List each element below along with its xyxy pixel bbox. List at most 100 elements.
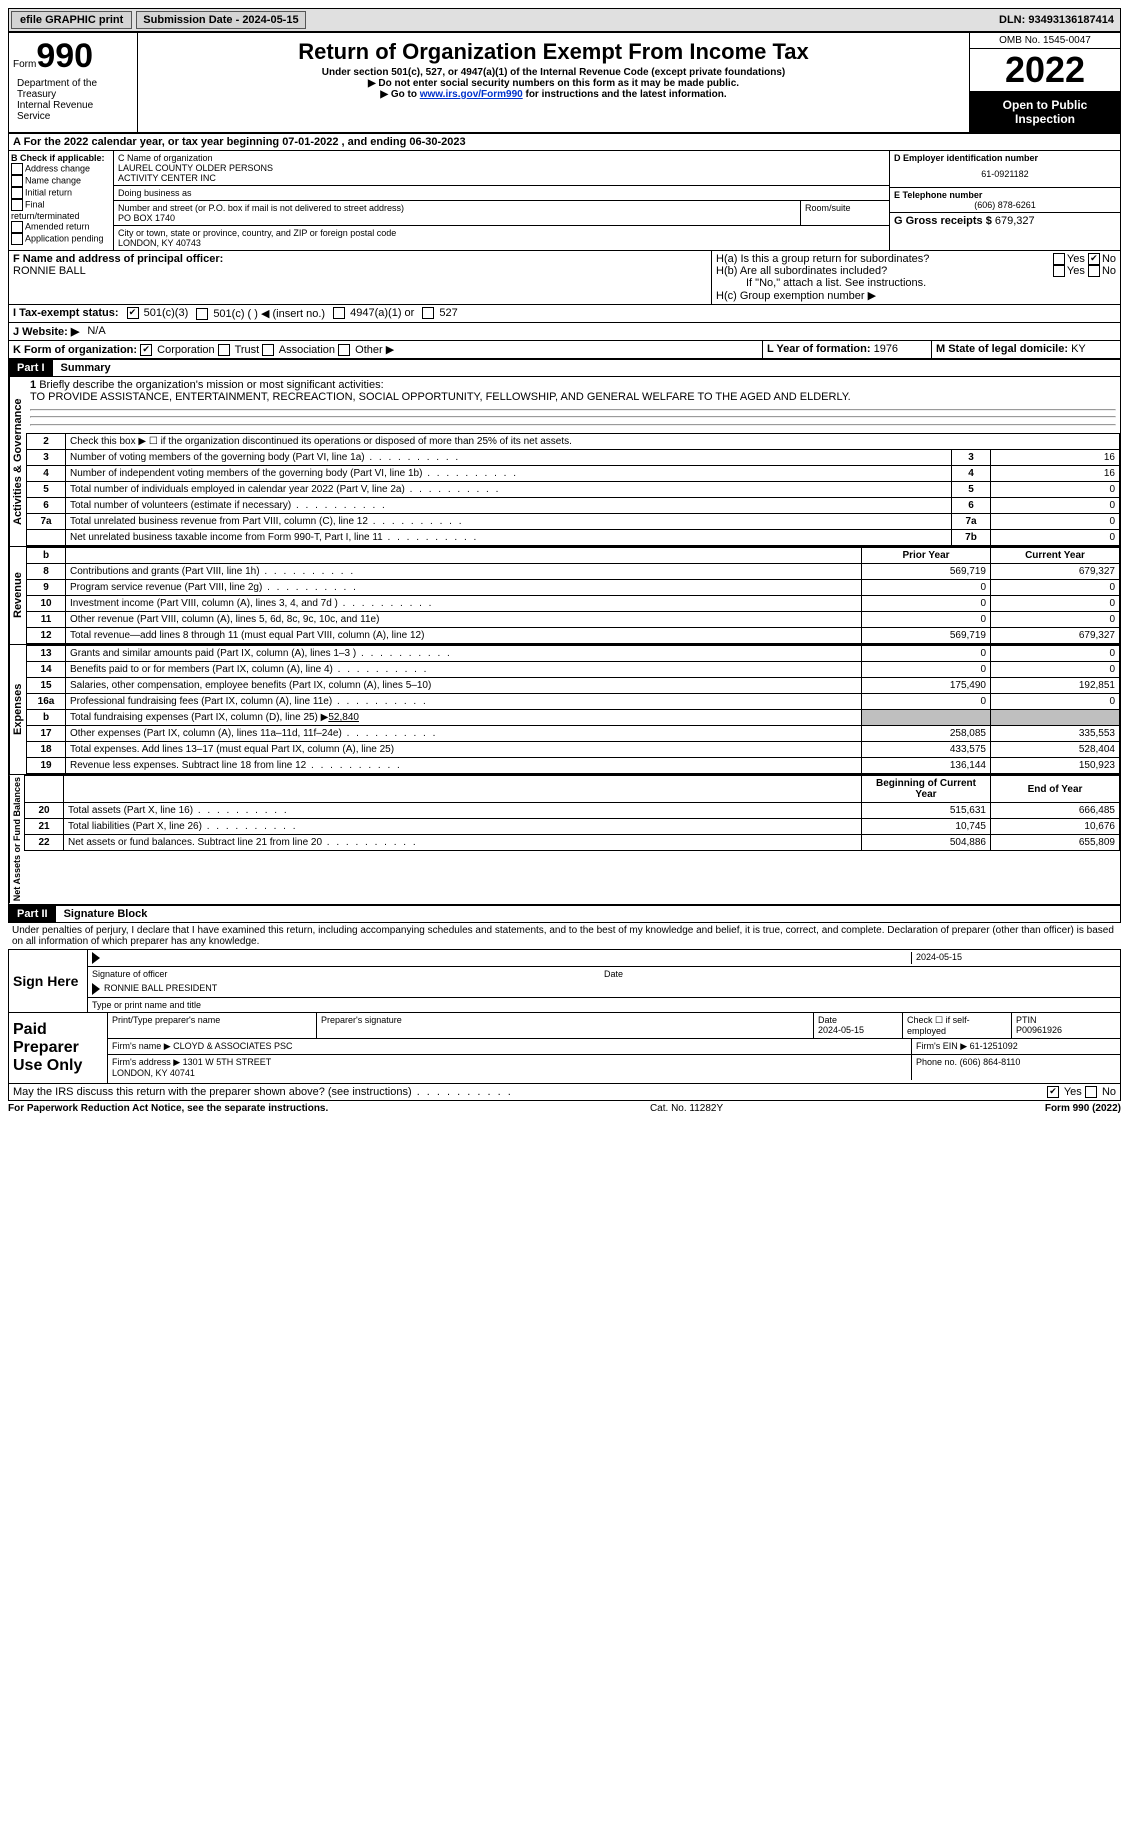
ha-yes[interactable]: Yes <box>1067 253 1085 265</box>
hb-no[interactable]: No <box>1102 265 1116 277</box>
date-label: Date <box>604 969 623 979</box>
revenue-table: bPrior YearCurrent Year 8Contributions a… <box>26 547 1120 644</box>
phone-value: (606) 878-6261 <box>894 200 1116 210</box>
website-line: ▶ Go to www.irs.gov/Form990 for instruct… <box>142 89 965 100</box>
part2-badge: Part II <box>9 906 56 922</box>
part2-header: Part II Signature Block <box>8 905 1121 923</box>
officer-value: RONNIE BALL <box>13 265 707 277</box>
part2-title: Signature Block <box>56 908 148 920</box>
gross-value: 679,327 <box>995 215 1035 227</box>
dln-number: DLN: 93493136187414 <box>999 14 1120 26</box>
section-a: A For the 2022 calendar year, or tax yea… <box>8 133 1121 151</box>
section-c-col: C Name of organization LAUREL COUNTY OLD… <box>114 151 1120 250</box>
expenses-section: Expenses 13Grants and similar amounts pa… <box>8 645 1121 775</box>
ein-label: D Employer identification number <box>894 153 1116 163</box>
form-title: Return of Organization Exempt From Incom… <box>142 39 965 65</box>
section-fh: F Name and address of principal officer:… <box>8 251 1121 305</box>
section-i: I Tax-exempt status: 501(c)(3) 501(c) ( … <box>8 305 1121 323</box>
cb-4947[interactable] <box>333 307 345 319</box>
dept-treasury: Department of the Treasury Internal Reve… <box>13 76 133 124</box>
officer-type-label: Type or print name and title <box>88 998 1120 1012</box>
cb-final[interactable]: Final return/terminated <box>11 199 111 221</box>
expenses-table: 13Grants and similar amounts paid (Part … <box>26 645 1120 774</box>
ein-value: 61-0921182 <box>894 163 1116 185</box>
cb-name[interactable]: Name change <box>11 175 111 187</box>
m-value: KY <box>1071 343 1086 355</box>
org-name-label: C Name of organization <box>118 153 885 163</box>
may-irs-no[interactable] <box>1085 1086 1097 1098</box>
street-value: PO BOX 1740 <box>118 213 796 223</box>
summary-table-ag: 2Check this box ▶ ☐ if the organization … <box>26 433 1120 546</box>
ptin-label: PTIN <box>1016 1015 1037 1025</box>
may-irs-text: May the IRS discuss this return with the… <box>13 1086 1047 1098</box>
side-expenses: Expenses <box>9 645 26 774</box>
cb-other[interactable] <box>338 344 350 356</box>
hb-yes[interactable]: Yes <box>1067 265 1085 277</box>
firm-phone: (606) 864-8110 <box>960 1057 1021 1067</box>
prep-name-label: Print/Type preparer's name <box>108 1013 317 1038</box>
page-footer: For Paperwork Reduction Act Notice, see … <box>8 1103 1121 1114</box>
q1-value: TO PROVIDE ASSISTANCE, ENTERTAINMENT, RE… <box>30 391 851 403</box>
sig-officer-label: Signature of officer <box>92 969 604 979</box>
firm-name: CLOYD & ASSOCIATES PSC <box>173 1041 292 1051</box>
org-name: LAUREL COUNTY OLDER PERSONS ACTIVITY CEN… <box>118 163 885 183</box>
section-klm: K Form of organization: Corporation Trus… <box>8 341 1121 359</box>
sig-date: 2024-05-15 <box>911 952 1116 964</box>
gross-label: G Gross receipts $ <box>894 215 992 227</box>
cb-527[interactable] <box>422 307 434 319</box>
firm-name-label: Firm's name ▶ <box>112 1041 171 1051</box>
arrow-icon <box>92 952 100 964</box>
may-irs-row: May the IRS discuss this return with the… <box>8 1084 1121 1101</box>
irs-link[interactable]: www.irs.gov/Form990 <box>420 89 523 100</box>
officer-name-title: RONNIE BALL PRESIDENT <box>104 983 217 995</box>
efile-print-button[interactable]: efile GRAPHIC print <box>11 11 132 29</box>
m-label: M State of legal domicile: <box>936 343 1068 355</box>
side-activities: Activities & Governance <box>9 377 26 546</box>
cb-assoc[interactable] <box>262 344 274 356</box>
footer-left: For Paperwork Reduction Act Notice, see … <box>8 1103 328 1114</box>
footer-mid: Cat. No. 11282Y <box>328 1103 1045 1114</box>
paid-preparer-block: Paid Preparer Use Only Print/Type prepar… <box>8 1013 1121 1084</box>
may-irs-yes[interactable] <box>1047 1086 1059 1098</box>
cb-initial[interactable]: Initial return <box>11 187 111 199</box>
l-label: L Year of formation: <box>767 343 871 355</box>
ha-no[interactable]: No <box>1102 253 1116 265</box>
city-label: City or town, state or province, country… <box>118 228 885 238</box>
cb-address[interactable]: Address change <box>11 163 111 175</box>
side-revenue: Revenue <box>9 547 26 644</box>
cb-corp[interactable] <box>140 344 152 356</box>
section-bcdefg: B Check if applicable: Address change Na… <box>8 151 1121 251</box>
prep-date: 2024-05-15 <box>818 1025 864 1035</box>
goto-post: for instructions and the latest informat… <box>523 89 727 100</box>
netassets-section: Net Assets or Fund Balances Beginning of… <box>8 775 1121 904</box>
goto-pre: ▶ Go to <box>380 89 419 100</box>
part1-badge: Part I <box>9 360 53 376</box>
top-bar: efile GRAPHIC print Submission Date - 20… <box>8 8 1121 32</box>
cb-501c[interactable] <box>196 308 208 320</box>
firm-phone-label: Phone no. <box>916 1057 957 1067</box>
penalty-text: Under penalties of perjury, I declare th… <box>8 923 1121 949</box>
hc-label: H(c) Group exemption number ▶ <box>716 289 1116 302</box>
check-self[interactable]: Check ☐ if self-employed <box>903 1013 1012 1038</box>
part1-body: Activities & Governance 1 Briefly descri… <box>8 377 1121 547</box>
q1-text: Briefly describe the organization's miss… <box>39 379 383 391</box>
cb-amended[interactable]: Amended return <box>11 221 111 233</box>
form-number: 990 <box>36 37 93 75</box>
sign-here-label: Sign Here <box>9 950 88 1012</box>
open-inspection: Open to Public Inspection <box>970 92 1120 132</box>
cb-pending[interactable]: Application pending <box>11 233 111 245</box>
q1-num: 1 <box>30 379 36 391</box>
firm-addr-label: Firm's address ▶ <box>112 1057 180 1067</box>
form-word: Form <box>13 59 36 70</box>
form-label: Form990 <box>13 37 133 76</box>
paid-preparer-label: Paid Preparer Use Only <box>9 1013 108 1083</box>
i-label: I Tax-exempt status: <box>9 305 123 322</box>
firm-ein: 61-1251092 <box>970 1041 1018 1051</box>
prep-date-label: Date <box>818 1015 837 1025</box>
room-label: Room/suite <box>805 203 885 213</box>
cb-501c3[interactable] <box>127 307 139 319</box>
prep-sig-label: Preparer's signature <box>317 1013 814 1038</box>
j-value: N/A <box>83 323 109 340</box>
cb-trust[interactable] <box>218 344 230 356</box>
section-b-header: B Check if applicable: <box>11 153 111 163</box>
